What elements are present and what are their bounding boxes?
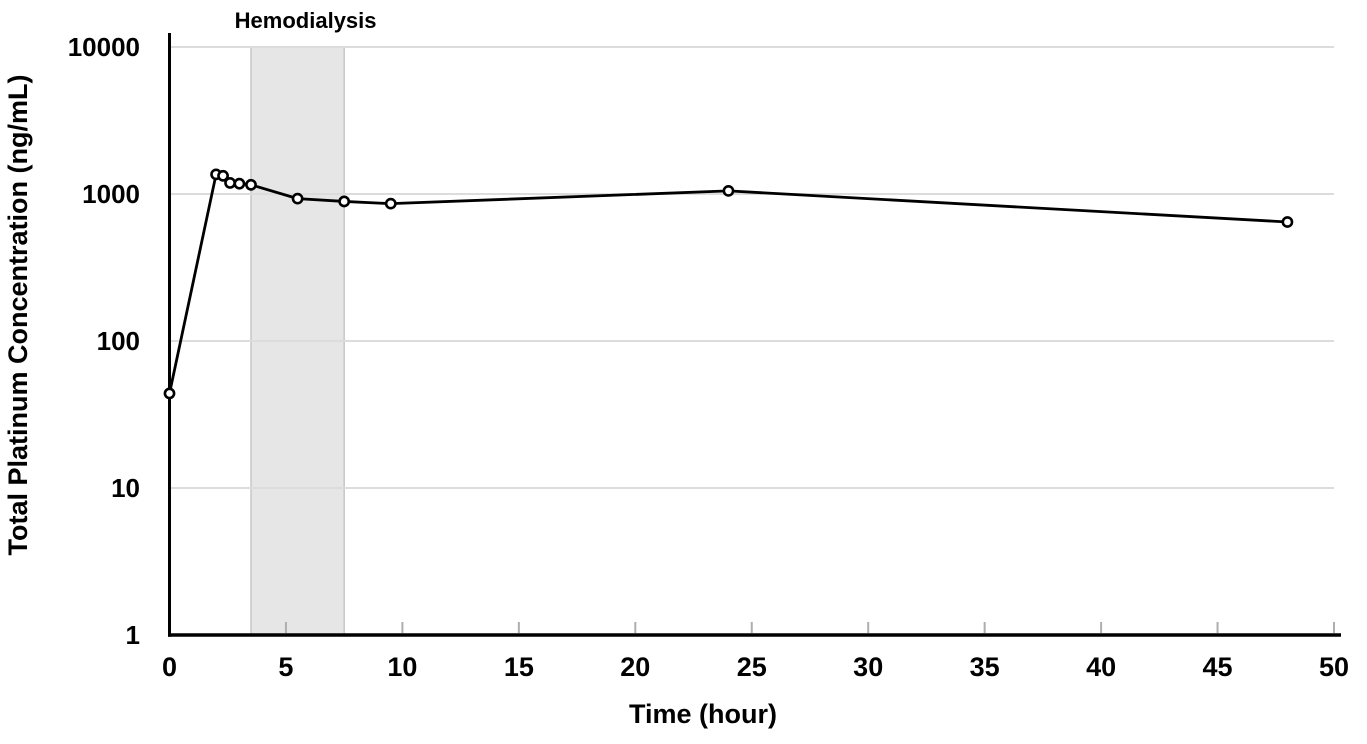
y-tick-label-100: 100	[97, 326, 140, 356]
y-axis-title: Total Platinum Concentration (ng/mL)	[3, 75, 33, 556]
data-point-marker	[233, 177, 246, 190]
y-tick-label-10: 10	[111, 473, 140, 503]
x-tick-label-45: 45	[1203, 652, 1233, 682]
data-point-marker	[291, 192, 304, 205]
data-point-marker	[163, 387, 176, 400]
x-axis-title: Time (hour)	[629, 699, 777, 729]
x-tick-label-15: 15	[504, 652, 534, 682]
data-point-marker	[224, 176, 236, 189]
x-tick-label-25: 25	[737, 652, 767, 682]
x-tick-label-20: 20	[620, 652, 650, 682]
y-tick-label-10000: 10000	[68, 32, 140, 62]
x-tick-label-5: 5	[278, 652, 293, 682]
hemodialysis-label: Hemodialysis	[235, 8, 377, 33]
x-tick-label-10: 10	[387, 652, 417, 682]
data-point-marker	[245, 178, 257, 191]
data-point-marker	[217, 169, 229, 182]
x-tick-label-0: 0	[162, 652, 177, 682]
axes-layer: 0 5 10 15 20 25 30 35 40 45 50 1 10 100 1000 10000	[68, 32, 1349, 682]
data-point-marker	[384, 197, 397, 210]
data-point-marker	[1281, 216, 1294, 228]
x-tick-label-30: 30	[853, 652, 883, 682]
y-tick-label-1: 1	[126, 620, 140, 650]
y-tick-label-1000: 1000	[82, 179, 140, 209]
grid-layer	[169, 46, 1334, 489]
x-tick-label-35: 35	[970, 652, 1000, 682]
x-tick-label-40: 40	[1086, 652, 1116, 682]
data-point-marker	[722, 184, 735, 197]
x-tick-label-50: 50	[1319, 652, 1349, 682]
series-layer	[163, 168, 1294, 400]
data-point-marker	[338, 195, 351, 208]
